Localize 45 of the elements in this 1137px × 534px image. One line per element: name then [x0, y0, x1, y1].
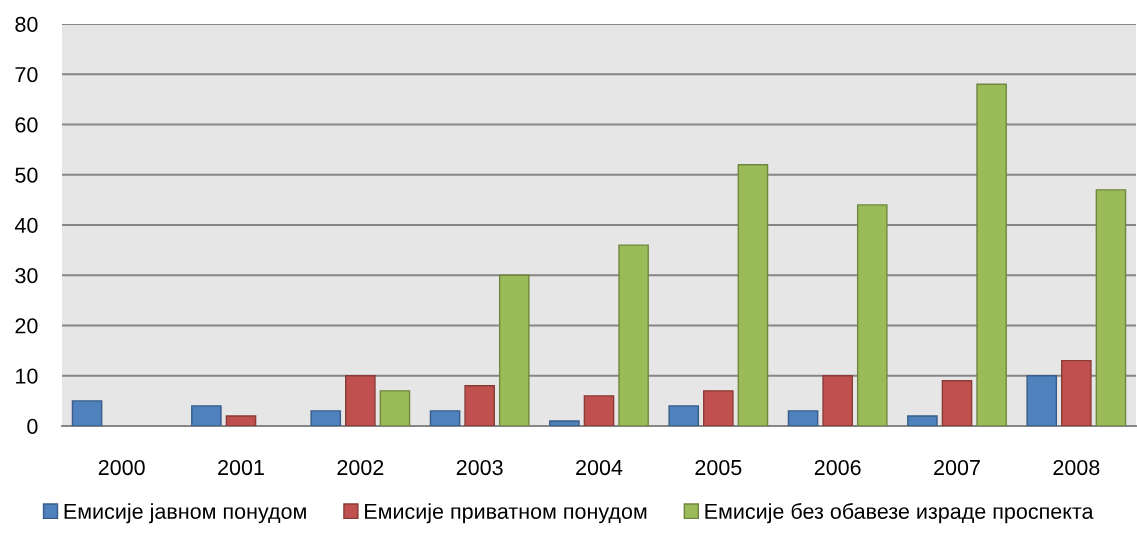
x-tick-label: 2008	[1053, 459, 1100, 476]
y-tick-label: 50	[15, 167, 38, 183]
bar	[737, 164, 769, 426]
y-tick-label: 20	[15, 318, 38, 334]
x-tick-label: 2003	[456, 459, 503, 476]
legend-label: Емисије приватном понудом	[365, 503, 647, 524]
bar	[703, 390, 734, 426]
bar	[856, 204, 888, 426]
x-tick-label: 2007	[934, 459, 980, 476]
bar	[429, 410, 461, 426]
bar	[549, 420, 580, 426]
bar	[71, 400, 103, 426]
x-tick-label: 2004	[576, 459, 623, 476]
y-tick-label: 10	[16, 368, 38, 384]
bar	[1026, 375, 1058, 426]
bar	[583, 395, 615, 426]
bar	[310, 410, 342, 426]
x-tick-label: 2002	[337, 459, 384, 476]
bar	[668, 405, 700, 426]
legend-label: Емисије без обавезе израде проспекта	[705, 502, 1094, 524]
x-tick-label: 2005	[695, 459, 742, 476]
bar	[787, 410, 819, 426]
bar	[1095, 189, 1127, 426]
y-tick-label: 30	[15, 268, 38, 284]
y-tick-label: 80	[15, 16, 38, 33]
bar	[464, 385, 495, 426]
legend-label: Емисије јавном понудом	[64, 503, 306, 524]
x-tick-label: 2006	[814, 459, 861, 476]
bar	[976, 83, 1007, 426]
x-tick-label: 2000	[98, 459, 145, 476]
y-tick-label: 40	[14, 217, 38, 234]
bar	[225, 415, 257, 426]
bar	[379, 390, 411, 426]
x-tick-label: 2001	[218, 459, 264, 476]
y-tick-label: 60	[15, 117, 38, 133]
bar	[345, 375, 376, 426]
y-tick-label: 0	[27, 418, 38, 435]
bar	[941, 380, 973, 426]
bar	[1061, 359, 1092, 426]
bar	[498, 274, 530, 426]
bar	[618, 244, 649, 426]
bar	[191, 405, 222, 426]
bar	[822, 375, 853, 426]
y-tick-label: 70	[15, 67, 38, 83]
bar	[907, 415, 938, 426]
